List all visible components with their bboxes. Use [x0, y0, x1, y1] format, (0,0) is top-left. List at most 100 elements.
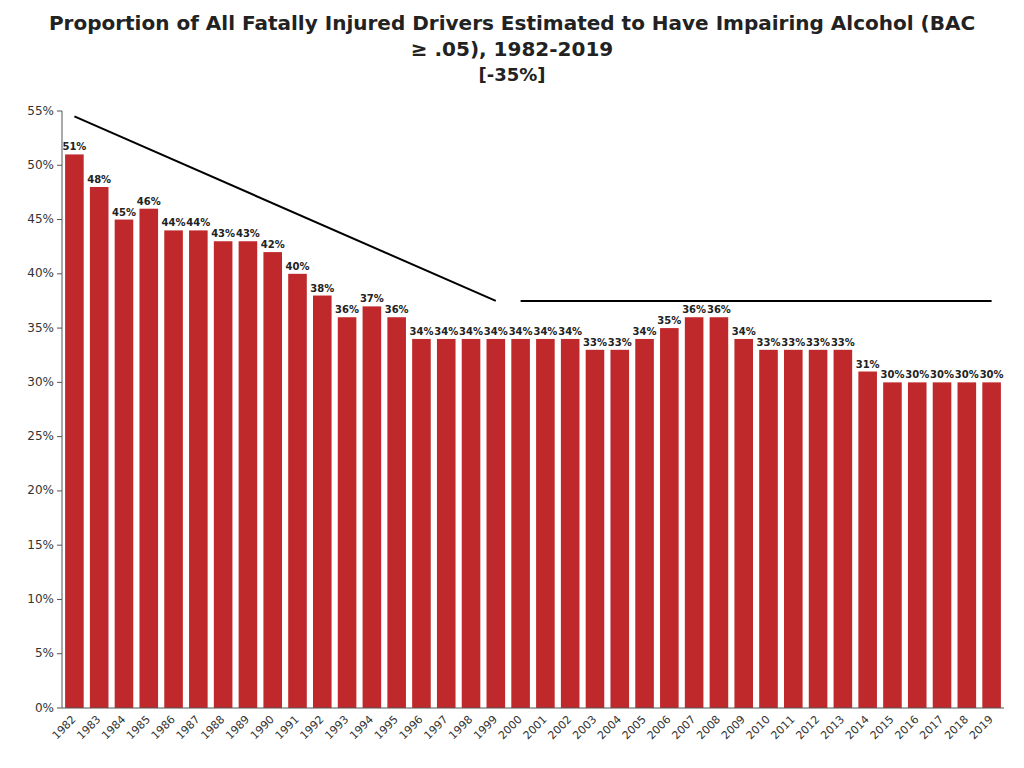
bar: [660, 328, 679, 708]
y-tick-label: 35%: [27, 321, 54, 335]
data-label: 36%: [682, 304, 706, 315]
bar: [685, 317, 704, 708]
x-tick-label: 2006: [645, 713, 674, 742]
y-tick-label: 5%: [35, 646, 54, 660]
x-axis-line: [62, 708, 1004, 709]
bar: [958, 382, 977, 708]
data-label: 36%: [385, 304, 409, 315]
data-label: 33%: [781, 337, 805, 348]
x-tick-label: 2004: [595, 713, 624, 742]
data-label: 43%: [236, 228, 260, 239]
data-label: 40%: [286, 261, 310, 272]
x-tick-label: 1994: [347, 713, 376, 742]
bar: [214, 241, 233, 708]
x-tick-label: 2003: [570, 713, 599, 742]
data-label: 35%: [657, 315, 681, 326]
bar: [487, 339, 506, 708]
bar: [164, 230, 183, 708]
y-tick: [57, 708, 62, 709]
x-tick-label: 1989: [223, 713, 252, 742]
bar: [65, 154, 84, 708]
data-label: 34%: [509, 326, 533, 337]
bar: [288, 274, 307, 708]
data-label: 31%: [856, 359, 880, 370]
bar: [511, 339, 530, 708]
y-tick: [57, 111, 62, 112]
y-tick: [57, 219, 62, 220]
data-label: 34%: [633, 326, 657, 337]
y-tick-label: 45%: [27, 212, 54, 226]
x-tick-label: 2015: [868, 713, 897, 742]
plot-area: [65, 116, 1001, 708]
data-label: 36%: [335, 304, 359, 315]
bar: [387, 317, 406, 708]
y-tick: [57, 599, 62, 600]
trend-line: [74, 116, 495, 301]
bar: [536, 339, 555, 708]
data-label: 51%: [62, 141, 86, 152]
data-label: 36%: [707, 304, 731, 315]
bar: [710, 317, 729, 708]
x-tick-label: 1985: [124, 713, 153, 742]
y-tick: [57, 382, 62, 383]
x-tick-label: 1988: [198, 713, 227, 742]
bar: [412, 339, 431, 708]
data-label: 30%: [930, 369, 954, 380]
x-tick-label: 1995: [372, 713, 401, 742]
bar: [586, 350, 605, 708]
bar: [635, 339, 654, 708]
x-tick-label: 1986: [149, 713, 178, 742]
x-tick-label: 1996: [397, 713, 426, 742]
chart-container: 0%5%10%15%20%25%30%35%40%45%50%55%51%48%…: [0, 89, 1024, 766]
bar: [734, 339, 753, 708]
data-label: 30%: [880, 369, 904, 380]
data-label: 34%: [732, 326, 756, 337]
bar: [908, 382, 927, 708]
data-labels: 51%48%45%46%44%44%43%43%42%40%38%36%37%3…: [62, 141, 1003, 380]
data-label: 45%: [112, 207, 136, 218]
y-tick-label: 40%: [27, 266, 54, 280]
data-label: 42%: [261, 239, 285, 250]
bar: [90, 187, 109, 708]
x-tick-label: 2019: [967, 713, 996, 742]
data-label: 33%: [831, 337, 855, 348]
y-tick: [57, 545, 62, 546]
x-tick-label: 1990: [248, 713, 277, 742]
x-axis: 1982198319841985198619871988198919901991…: [50, 713, 996, 742]
data-label: 30%: [980, 369, 1004, 380]
x-tick-label: 2002: [545, 713, 574, 742]
x-tick-label: 2018: [942, 713, 971, 742]
bar: [784, 350, 803, 708]
bar: [115, 220, 134, 708]
x-tick-label: 2011: [769, 713, 798, 742]
x-tick-label: 1987: [174, 713, 203, 742]
bar: [363, 306, 382, 708]
bar: [189, 230, 208, 708]
y-tick: [57, 165, 62, 166]
y-axis: 0%5%10%15%20%25%30%35%40%45%50%55%: [27, 104, 62, 715]
data-label: 34%: [533, 326, 557, 337]
x-tick-label: 1998: [446, 713, 475, 742]
y-tick-label: 15%: [27, 538, 54, 552]
y-tick-label: 0%: [35, 701, 54, 715]
bar: [610, 350, 629, 708]
data-label: 34%: [434, 326, 458, 337]
y-tick-label: 50%: [27, 158, 54, 172]
x-tick-label: 2009: [719, 713, 748, 742]
subtitle: [-35%]: [40, 64, 984, 85]
y-tick: [57, 653, 62, 654]
bar: [933, 382, 952, 708]
y-tick: [57, 273, 62, 274]
bar: [883, 382, 902, 708]
x-tick-label: 2012: [793, 713, 822, 742]
y-tick-label: 20%: [27, 483, 54, 497]
data-label: 30%: [955, 369, 979, 380]
title: Proportion of All Fatally Injured Driver…: [40, 10, 984, 62]
data-label: 46%: [137, 196, 161, 207]
x-tick-label: 2017: [917, 713, 946, 742]
y-axis-line: [62, 111, 63, 708]
bar: [809, 350, 828, 708]
data-label: 34%: [484, 326, 508, 337]
data-label: 33%: [806, 337, 830, 348]
x-tick-label: 1999: [471, 713, 500, 742]
